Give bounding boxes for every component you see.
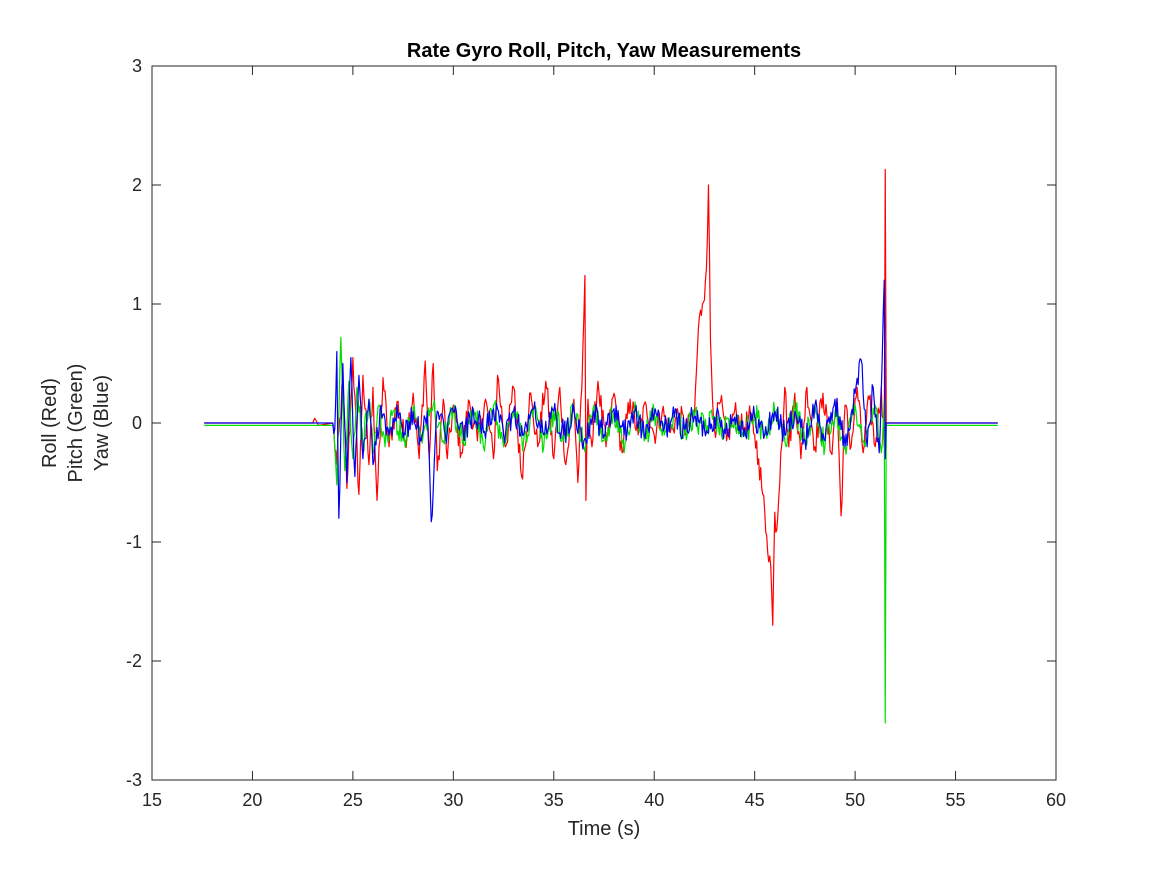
y-tick-label: 2	[132, 175, 142, 195]
x-tick-label: 55	[946, 790, 966, 810]
y-tick-label: 3	[132, 56, 142, 76]
x-tick-label: 25	[343, 790, 363, 810]
y-tick-label: 0	[132, 413, 142, 433]
x-tick-label: 60	[1046, 790, 1066, 810]
pitch-series-line	[204, 336, 998, 724]
y-tick-label: -1	[126, 532, 142, 552]
y-tick-label: 1	[132, 294, 142, 314]
roll-series-line	[204, 168, 998, 626]
y-tick-label: -3	[126, 770, 142, 790]
x-tick-label: 30	[443, 790, 463, 810]
y-axis-label-line-2: Pitch (Green)	[65, 364, 87, 483]
chart-title: Rate Gyro Roll, Pitch, Yaw Measurements	[407, 40, 801, 62]
x-tick-label: 50	[845, 790, 865, 810]
x-tick-label: 45	[745, 790, 765, 810]
x-tick-label: 15	[142, 790, 162, 810]
x-tick-label: 40	[644, 790, 664, 810]
x-tick-label: 35	[544, 790, 564, 810]
y-tick-label: -2	[126, 651, 142, 671]
x-axis-label: Time (s)	[568, 818, 641, 840]
x-tick-label: 20	[242, 790, 262, 810]
y-axis-label-line-1: Roll (Red)	[39, 378, 61, 468]
yaw-series-line	[204, 279, 998, 523]
y-axis-label-line-3: Yaw (Blue)	[91, 375, 113, 471]
